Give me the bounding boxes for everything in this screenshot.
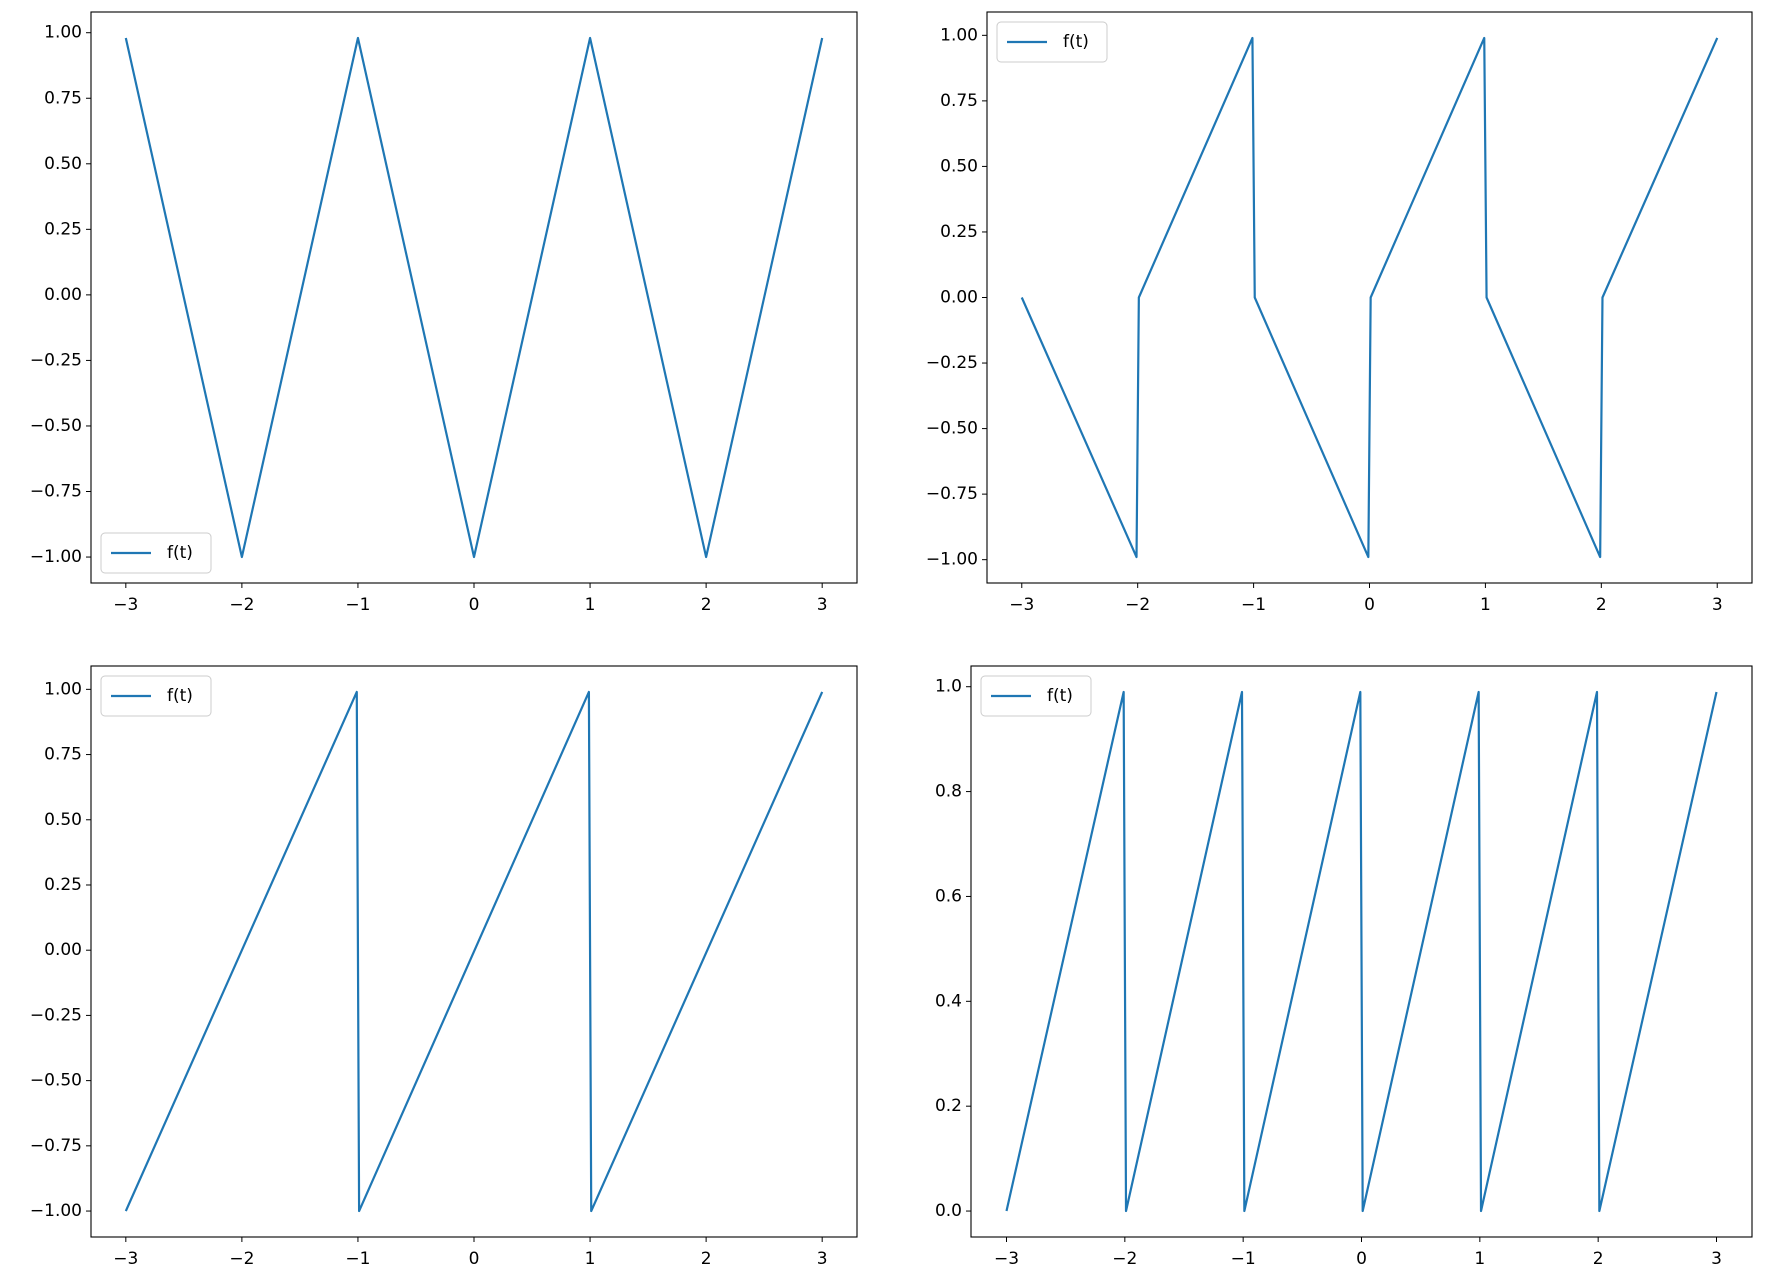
x-tick-label: −3 — [113, 595, 138, 615]
y-tick-label: −1.00 — [30, 547, 82, 567]
x-tick-label: 2 — [1593, 1249, 1604, 1269]
series-line — [124, 690, 824, 1213]
y-tick-label: 0.8 — [935, 782, 962, 802]
legend-label: f(t) — [1063, 32, 1089, 52]
axes-frame — [90, 665, 858, 1238]
x-tick-label: 3 — [817, 1249, 828, 1269]
x-tick-label: 3 — [1711, 1249, 1722, 1269]
x-tick-label: 1 — [585, 1249, 596, 1269]
x-tick-label: 1 — [1474, 1249, 1485, 1269]
y-tick-label: 0.75 — [44, 88, 82, 108]
y-tick-label: −0.75 — [30, 482, 82, 502]
legend-box — [100, 675, 212, 717]
x-tick-label: 0 — [469, 1249, 480, 1269]
x-tick-label: 2 — [1596, 595, 1607, 615]
x-tick-label: 3 — [817, 595, 828, 615]
x-tick-label: 2 — [701, 1249, 712, 1269]
y-tick-label: 0.75 — [940, 91, 978, 111]
y-tick-label: 0.00 — [44, 285, 82, 305]
y-tick-label: 0.50 — [44, 154, 82, 174]
legend-label: f(t) — [167, 686, 193, 706]
legend-box — [980, 675, 1092, 717]
y-tick-label: 0.00 — [44, 940, 82, 960]
y-tick-label: −0.25 — [30, 350, 82, 370]
x-tick-label: 1 — [585, 595, 596, 615]
legend-box — [100, 532, 212, 574]
y-tick-label: 0.6 — [935, 886, 962, 906]
x-tick-label: −2 — [1125, 595, 1150, 615]
x-tick-label: −1 — [1241, 595, 1266, 615]
series-line — [1005, 690, 1718, 1213]
x-tick-label: 0 — [1356, 1249, 1367, 1269]
series-line — [124, 36, 824, 559]
x-tick-label: −1 — [345, 595, 370, 615]
y-tick-label: 1.00 — [44, 23, 82, 43]
y-tick-label: 0.50 — [44, 810, 82, 830]
y-tick-label: −1.00 — [30, 1201, 82, 1221]
y-tick-label: 0.25 — [44, 219, 82, 239]
y-tick-label: 0.50 — [940, 156, 978, 176]
y-tick-label: 0.2 — [935, 1096, 962, 1116]
axes-frame — [970, 665, 1753, 1238]
y-tick-label: 0.00 — [940, 288, 978, 308]
y-tick-label: 0.25 — [44, 875, 82, 895]
y-tick-label: 0.4 — [935, 991, 962, 1011]
y-tick-label: −0.25 — [30, 1005, 82, 1025]
legend-box — [996, 21, 1108, 63]
axes-frame — [90, 11, 858, 584]
series-line — [1020, 36, 1719, 559]
y-tick-label: −0.50 — [30, 1071, 82, 1091]
x-tick-label: −2 — [229, 1249, 254, 1269]
y-tick-label: 0.0 — [935, 1201, 962, 1221]
legend-label: f(t) — [167, 543, 193, 563]
y-tick-label: −0.75 — [30, 1136, 82, 1156]
x-tick-label: 0 — [469, 595, 480, 615]
x-tick-label: −2 — [229, 595, 254, 615]
x-tick-label: −1 — [345, 1249, 370, 1269]
y-tick-label: 1.0 — [935, 677, 962, 697]
y-tick-label: 1.00 — [44, 679, 82, 699]
x-tick-label: 0 — [1364, 595, 1375, 615]
x-tick-label: 3 — [1712, 595, 1723, 615]
y-tick-label: −0.50 — [30, 416, 82, 436]
x-tick-label: −3 — [1009, 595, 1034, 615]
y-tick-label: 1.00 — [940, 25, 978, 45]
x-tick-label: −3 — [994, 1249, 1019, 1269]
axes-frame — [986, 11, 1753, 584]
legend-label: f(t) — [1047, 686, 1073, 706]
x-tick-label: −3 — [113, 1249, 138, 1269]
y-tick-label: 0.25 — [940, 222, 978, 242]
y-tick-label: −0.75 — [926, 484, 978, 504]
y-tick-label: −1.00 — [926, 550, 978, 570]
x-tick-label: 2 — [701, 595, 712, 615]
y-tick-label: −0.50 — [926, 419, 978, 439]
y-tick-label: 0.75 — [44, 745, 82, 765]
x-tick-label: 1 — [1480, 595, 1491, 615]
y-tick-label: −0.25 — [926, 353, 978, 373]
x-tick-label: −2 — [1112, 1249, 1137, 1269]
x-tick-label: −1 — [1231, 1249, 1256, 1269]
